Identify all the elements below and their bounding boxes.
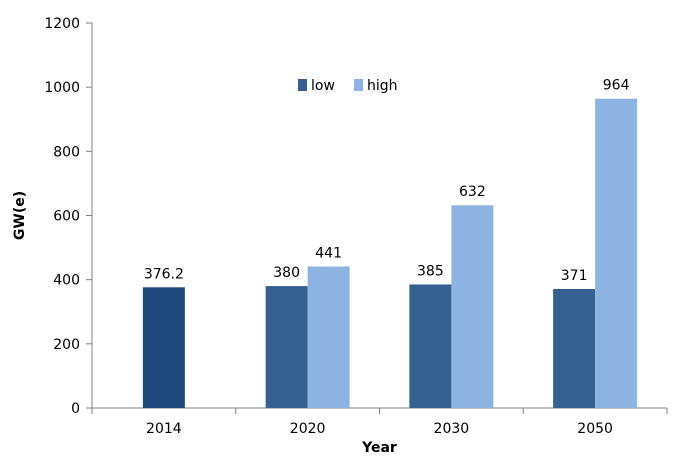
- x-tick-label: 2050: [577, 421, 613, 437]
- data-label-low-2020: 380: [273, 265, 300, 281]
- bars: [142, 98, 638, 408]
- legend-label-low: low: [311, 78, 335, 94]
- legend-label-high: high: [367, 78, 398, 94]
- y-tick-label: 1000: [44, 80, 80, 96]
- data-label-low-2050: 371: [561, 268, 588, 284]
- y-tick-label: 600: [53, 209, 80, 225]
- x-axis: 2014 2020 2030 2050: [91, 407, 668, 437]
- legend: low high: [298, 78, 398, 94]
- x-tick-label: 2014: [146, 421, 182, 437]
- bar-low-2050: [553, 288, 596, 408]
- bar-low-2030: [409, 284, 452, 408]
- bar-low-2020: [265, 286, 308, 408]
- bar-high-2050: [595, 98, 638, 408]
- data-label-high-2050: 964: [603, 78, 630, 94]
- x-tick-label: 2030: [434, 421, 470, 437]
- data-label-high-2020: 441: [315, 246, 342, 262]
- data-labels: 376.2 380 441 385 632 371 964: [144, 78, 630, 284]
- data-label-high-2030: 632: [459, 184, 486, 200]
- x-axis-title: Year: [361, 440, 397, 456]
- data-label-2014-2014: 376.2: [144, 266, 184, 282]
- y-tick-label: 0: [71, 401, 80, 417]
- x-tick-label: 2020: [290, 421, 326, 437]
- y-axis: 0 200 400 600 800 1000 1200: [44, 16, 93, 417]
- bar-high-2020: [307, 266, 350, 408]
- y-tick-label: 800: [53, 144, 80, 160]
- data-label-low-2030: 385: [417, 263, 444, 279]
- bar-2014-2014: [142, 287, 185, 408]
- bar-high-2030: [451, 205, 494, 408]
- y-tick-label: 1200: [44, 16, 80, 32]
- legend-swatch-high: [354, 79, 363, 91]
- y-tick-label: 400: [53, 273, 80, 289]
- legend-swatch-low: [298, 79, 307, 91]
- y-tick-label: 200: [53, 337, 80, 353]
- y-axis-title: GW(e): [12, 191, 28, 240]
